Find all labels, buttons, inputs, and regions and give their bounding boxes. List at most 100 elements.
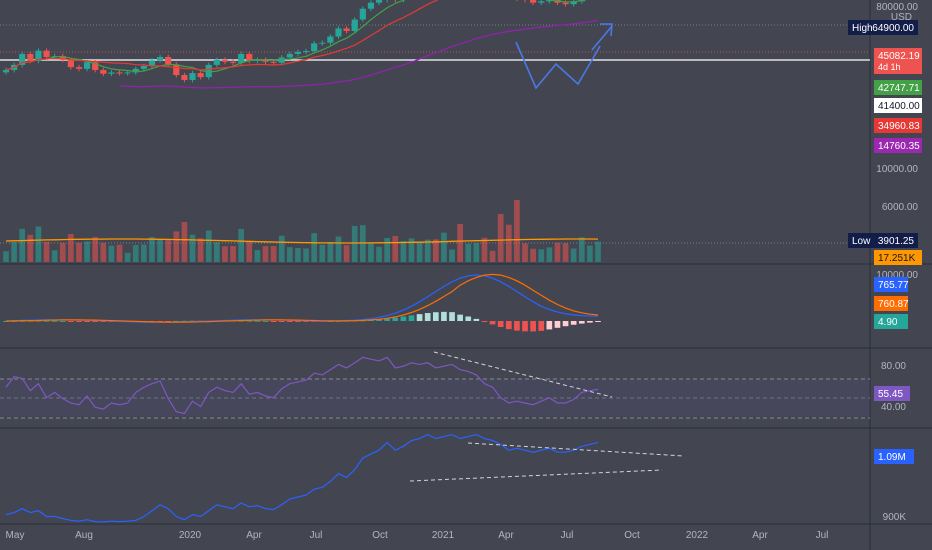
obv-upper-trendline [467,442,685,457]
macd-hist-67 [546,321,553,330]
macd-hist-70 [570,321,577,325]
candle-body-0 [2,69,10,73]
macd-hist-73 [595,321,601,322]
candle-body-67 [546,0,553,2]
candle-body-44 [359,8,366,20]
price-tag-bg-6 [848,233,918,248]
volume-bar-41 [335,236,342,262]
volume-bar-28 [230,246,236,262]
time-label-11: Apr [752,530,768,541]
macd-hist-5 [43,320,50,322]
volume-bar-16 [132,244,139,262]
macd-hist-54 [441,311,447,321]
time-axis: May Aug 2020 Apr Jul Oct 2021 Apr Jul Oct 2022 Apr J… [6,530,829,541]
macd-hist-30 [246,320,253,322]
macd-hist-11 [92,321,99,322]
candle-body-69 [562,2,569,5]
macd-tag-value-0: 765.77 [878,280,909,291]
macd-hist-57 [465,316,472,321]
volume-bar-18 [149,237,155,262]
candle-body-37 [302,51,310,53]
candle-body-18 [148,60,156,66]
obv-line [5,433,599,523]
macd-hist-48 [392,317,399,321]
volume-bar-46 [376,246,382,262]
price-tag-bg-4 [874,118,922,133]
macd-hist-7 [59,320,66,322]
price-tick-1: 6000.00 [882,202,919,213]
volume-bar-0 [3,251,9,262]
candle-body-40 [327,36,334,43]
candle-body-5 [43,50,50,58]
volume-bar-60 [489,250,496,262]
rsi-tick-0: 80.00 [881,361,906,372]
sma-long-line [119,19,599,89]
volume-ma-series [5,238,599,244]
candle-body-38 [311,43,318,52]
macd-top-tick: 10000.00 [876,270,918,281]
volume-bar-42 [343,245,350,262]
macd-tag-bg-2 [874,314,908,329]
candle-body-10 [84,62,91,69]
volume-bar-8 [68,233,74,262]
obv-bottom-tick: 900K [883,512,907,523]
macd-hist-47 [384,318,390,321]
macd-hist-50 [408,315,415,321]
volume-bar-50 [408,238,415,262]
volume-bar-51 [416,242,423,262]
macd-hist-62 [505,321,512,330]
volume-bar-64 [522,243,528,262]
volume-bar-2 [19,228,26,262]
volume-bar-62 [505,224,512,262]
macd-tag-value-1: 760.87 [878,299,909,310]
volume-bar-40 [327,241,334,262]
candle-body-7 [59,56,66,60]
candle-body-36 [294,51,302,54]
sma-fast-line [5,0,587,73]
candle-body-17 [140,65,147,69]
volume-bar-31 [254,250,261,262]
volume-bar-48 [392,235,399,262]
time-label-7: Apr [498,530,514,541]
time-label-0: May [6,530,25,541]
macd-hist-65 [530,321,536,332]
signal-line [5,273,599,323]
arrow-drawing-shaft [591,25,613,51]
volume-bar-57 [465,243,472,262]
volume-bar-20 [165,239,172,262]
rsi-band-fill [0,379,870,416]
volume-bar-37 [303,248,309,262]
volume-bar-12 [100,242,107,262]
volume-bar-11 [92,237,99,262]
macd-hist-52 [424,313,431,321]
price-tag-bg-3 [874,98,922,113]
volume-bar-52 [424,239,431,262]
volume-bar-39 [319,244,326,262]
candle-body-30 [246,53,253,61]
volume-bar-47 [384,237,390,262]
candle-body-42 [343,28,350,31]
macd-tag-bg-1 [874,296,908,311]
volume-bar-21 [173,231,180,262]
candle-body-32 [262,59,269,62]
macd-hist-55 [449,312,455,321]
volume-bar-55 [449,249,455,262]
volume-bar-68 [554,242,561,262]
volume-ma-line [5,238,599,244]
macd-hist-8 [68,321,74,322]
macd-panel [3,273,601,332]
time-label-2: 2020 [179,530,202,541]
candle-body-4 [35,50,42,61]
time-label-5: Oct [372,530,388,541]
volume-bar-14 [116,244,123,262]
volume-bar-36 [295,247,301,262]
price-candles [2,0,585,83]
candle-body-39 [319,42,326,44]
time-label-1: Aug [75,530,93,541]
volume-bar-10 [84,241,90,262]
price-tag-value-2: 42747.71 [878,83,920,94]
volume-bar-27 [222,246,228,262]
